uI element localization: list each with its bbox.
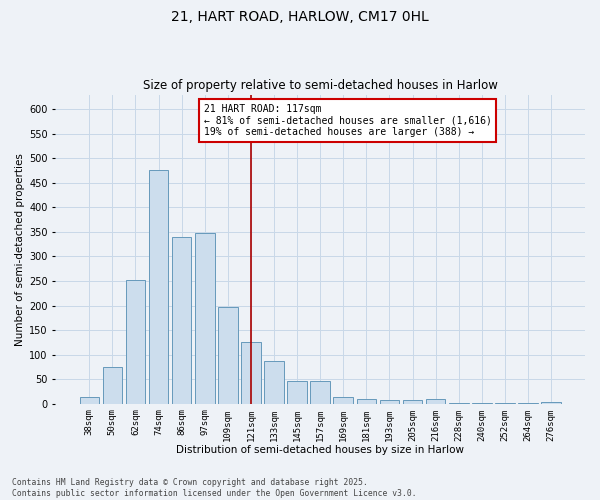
Bar [472,402,491,404]
Bar [334,397,353,404]
Bar [218,307,238,404]
Bar [449,402,469,404]
Bar [103,367,122,404]
Bar [195,234,215,404]
Bar [125,280,145,404]
Text: 21 HART ROAD: 117sqm
← 81% of semi-detached houses are smaller (1,616)
19% of se: 21 HART ROAD: 117sqm ← 81% of semi-detac… [204,104,491,137]
Bar [172,237,191,404]
Bar [241,342,261,404]
Bar [287,380,307,404]
Bar [403,400,422,404]
X-axis label: Distribution of semi-detached houses by size in Harlow: Distribution of semi-detached houses by … [176,445,464,455]
Bar [380,400,399,404]
Text: 21, HART ROAD, HARLOW, CM17 0HL: 21, HART ROAD, HARLOW, CM17 0HL [171,10,429,24]
Bar [541,402,561,404]
Text: Contains HM Land Registry data © Crown copyright and database right 2025.
Contai: Contains HM Land Registry data © Crown c… [12,478,416,498]
Bar [310,380,330,404]
Bar [356,400,376,404]
Title: Size of property relative to semi-detached houses in Harlow: Size of property relative to semi-detach… [143,79,497,92]
Bar [149,170,169,404]
Y-axis label: Number of semi-detached properties: Number of semi-detached properties [15,152,25,346]
Bar [264,361,284,404]
Bar [80,398,99,404]
Bar [426,399,445,404]
